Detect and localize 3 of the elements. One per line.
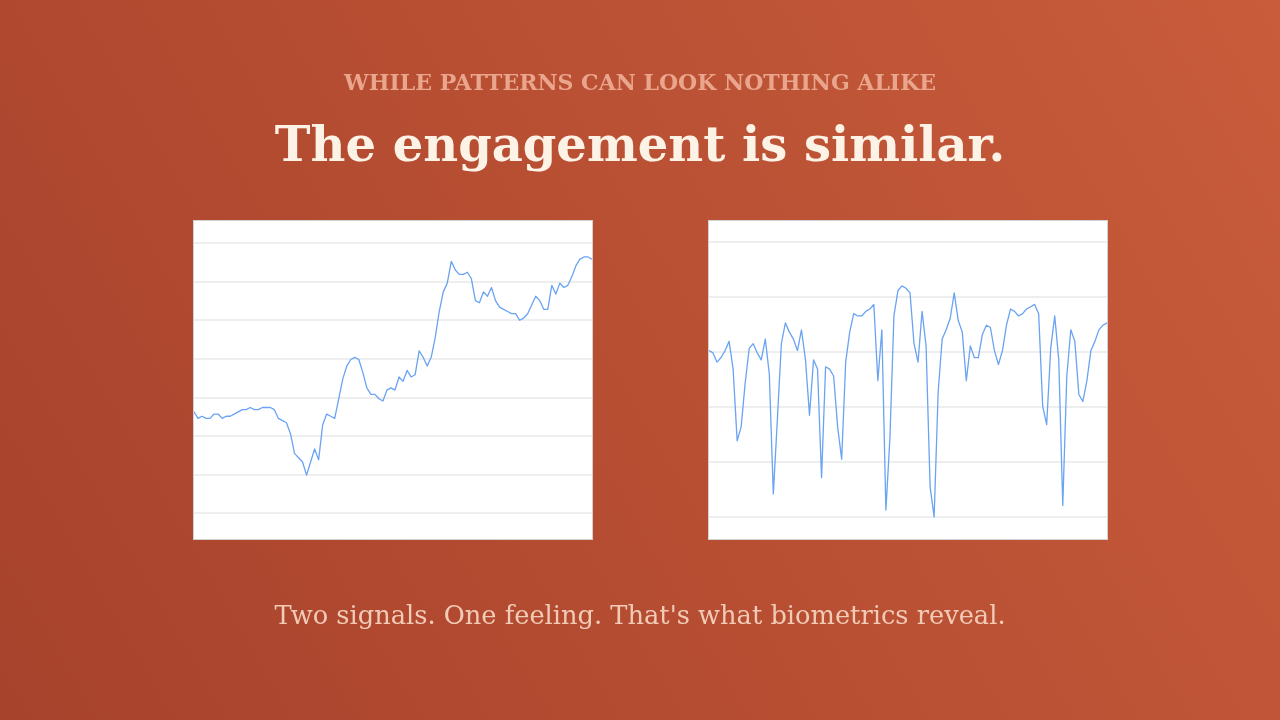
- text: Two signals. One feeling. That's what biometrics reveal.: [274, 600, 1006, 630]
- text: The engagement is similar.: [274, 116, 1006, 172]
- text: WHILE PATTERNS CAN LOOK NOTHING ALIKE: [342, 69, 937, 95]
